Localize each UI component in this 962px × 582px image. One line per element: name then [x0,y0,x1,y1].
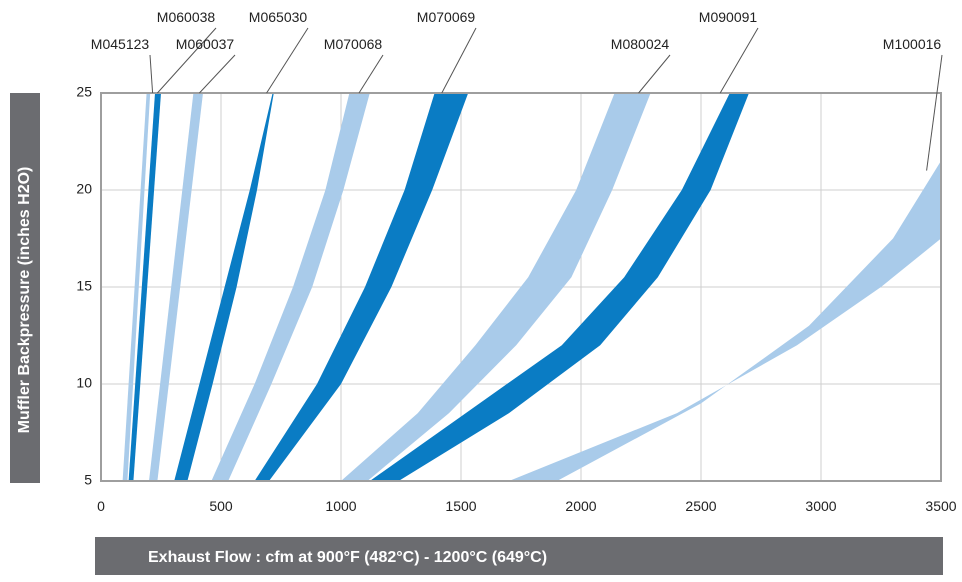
y-tick-label: 25 [76,84,92,100]
y-tick-label: 15 [76,278,92,294]
leader-m090091 [719,27,759,94]
x-tick-label: 500 [209,498,233,514]
x-tick-label: 3000 [805,498,836,514]
band-m070068 [211,93,370,481]
x-tick-label: 0 [97,498,105,514]
label-m060037: M060037 [176,36,235,52]
leader-m060038 [157,27,217,94]
y-tick-label: 10 [76,375,92,391]
tick-labels: 0 500 1000 1500 2000 2500 3000 3500 5 10 15 20 25 [76,84,956,514]
label-m070069: M070069 [417,9,476,25]
label-m070068: M070068 [324,36,383,52]
x-axis-title: Exhaust Flow : cfm at 900°F (482°C) - 12… [148,549,547,566]
muffler-bands [122,93,941,481]
x-tick-label: 2000 [565,498,596,514]
band-m060037 [149,93,203,481]
band-m080024 [341,93,651,481]
band-m070069 [254,93,469,481]
leader-m100016 [926,54,943,171]
label-m060038: M060038 [157,9,216,25]
x-tick-label: 1500 [445,498,476,514]
leader-m070068 [358,54,384,94]
label-m045123: M045123 [91,36,150,52]
leader-m045123 [149,54,154,94]
label-m090091: M090091 [699,9,758,25]
band-m090091 [369,93,749,481]
x-tick-label: 3500 [925,498,956,514]
y-tick-label: 5 [84,472,92,488]
x-axis-title-bar: Exhaust Flow : cfm at 900°F (482°C) - 12… [95,537,943,575]
band-m045123 [122,93,151,481]
leader-m060037 [199,54,236,94]
band-labels: M045123 M060038 M060037 M065030 M070068 M0700… [91,9,943,171]
x-tick-label: 1000 [325,498,356,514]
y-axis-title: Muffler Backpressure (inches H2O) [16,167,33,434]
leader-m065030 [266,27,309,94]
y-axis-title-bar: Muffler Backpressure (inches H2O) [10,93,40,483]
y-tick-label: 20 [76,181,92,197]
label-m100016: M100016 [883,36,942,52]
label-m065030: M065030 [249,9,308,25]
band-m060038 [128,93,161,481]
x-tick-label: 2500 [685,498,716,514]
label-m080024: M080024 [611,36,670,52]
leader-m070069 [441,27,477,94]
leader-m080024 [638,54,671,94]
band-m065030 [174,93,274,481]
plot-frame [100,92,942,482]
